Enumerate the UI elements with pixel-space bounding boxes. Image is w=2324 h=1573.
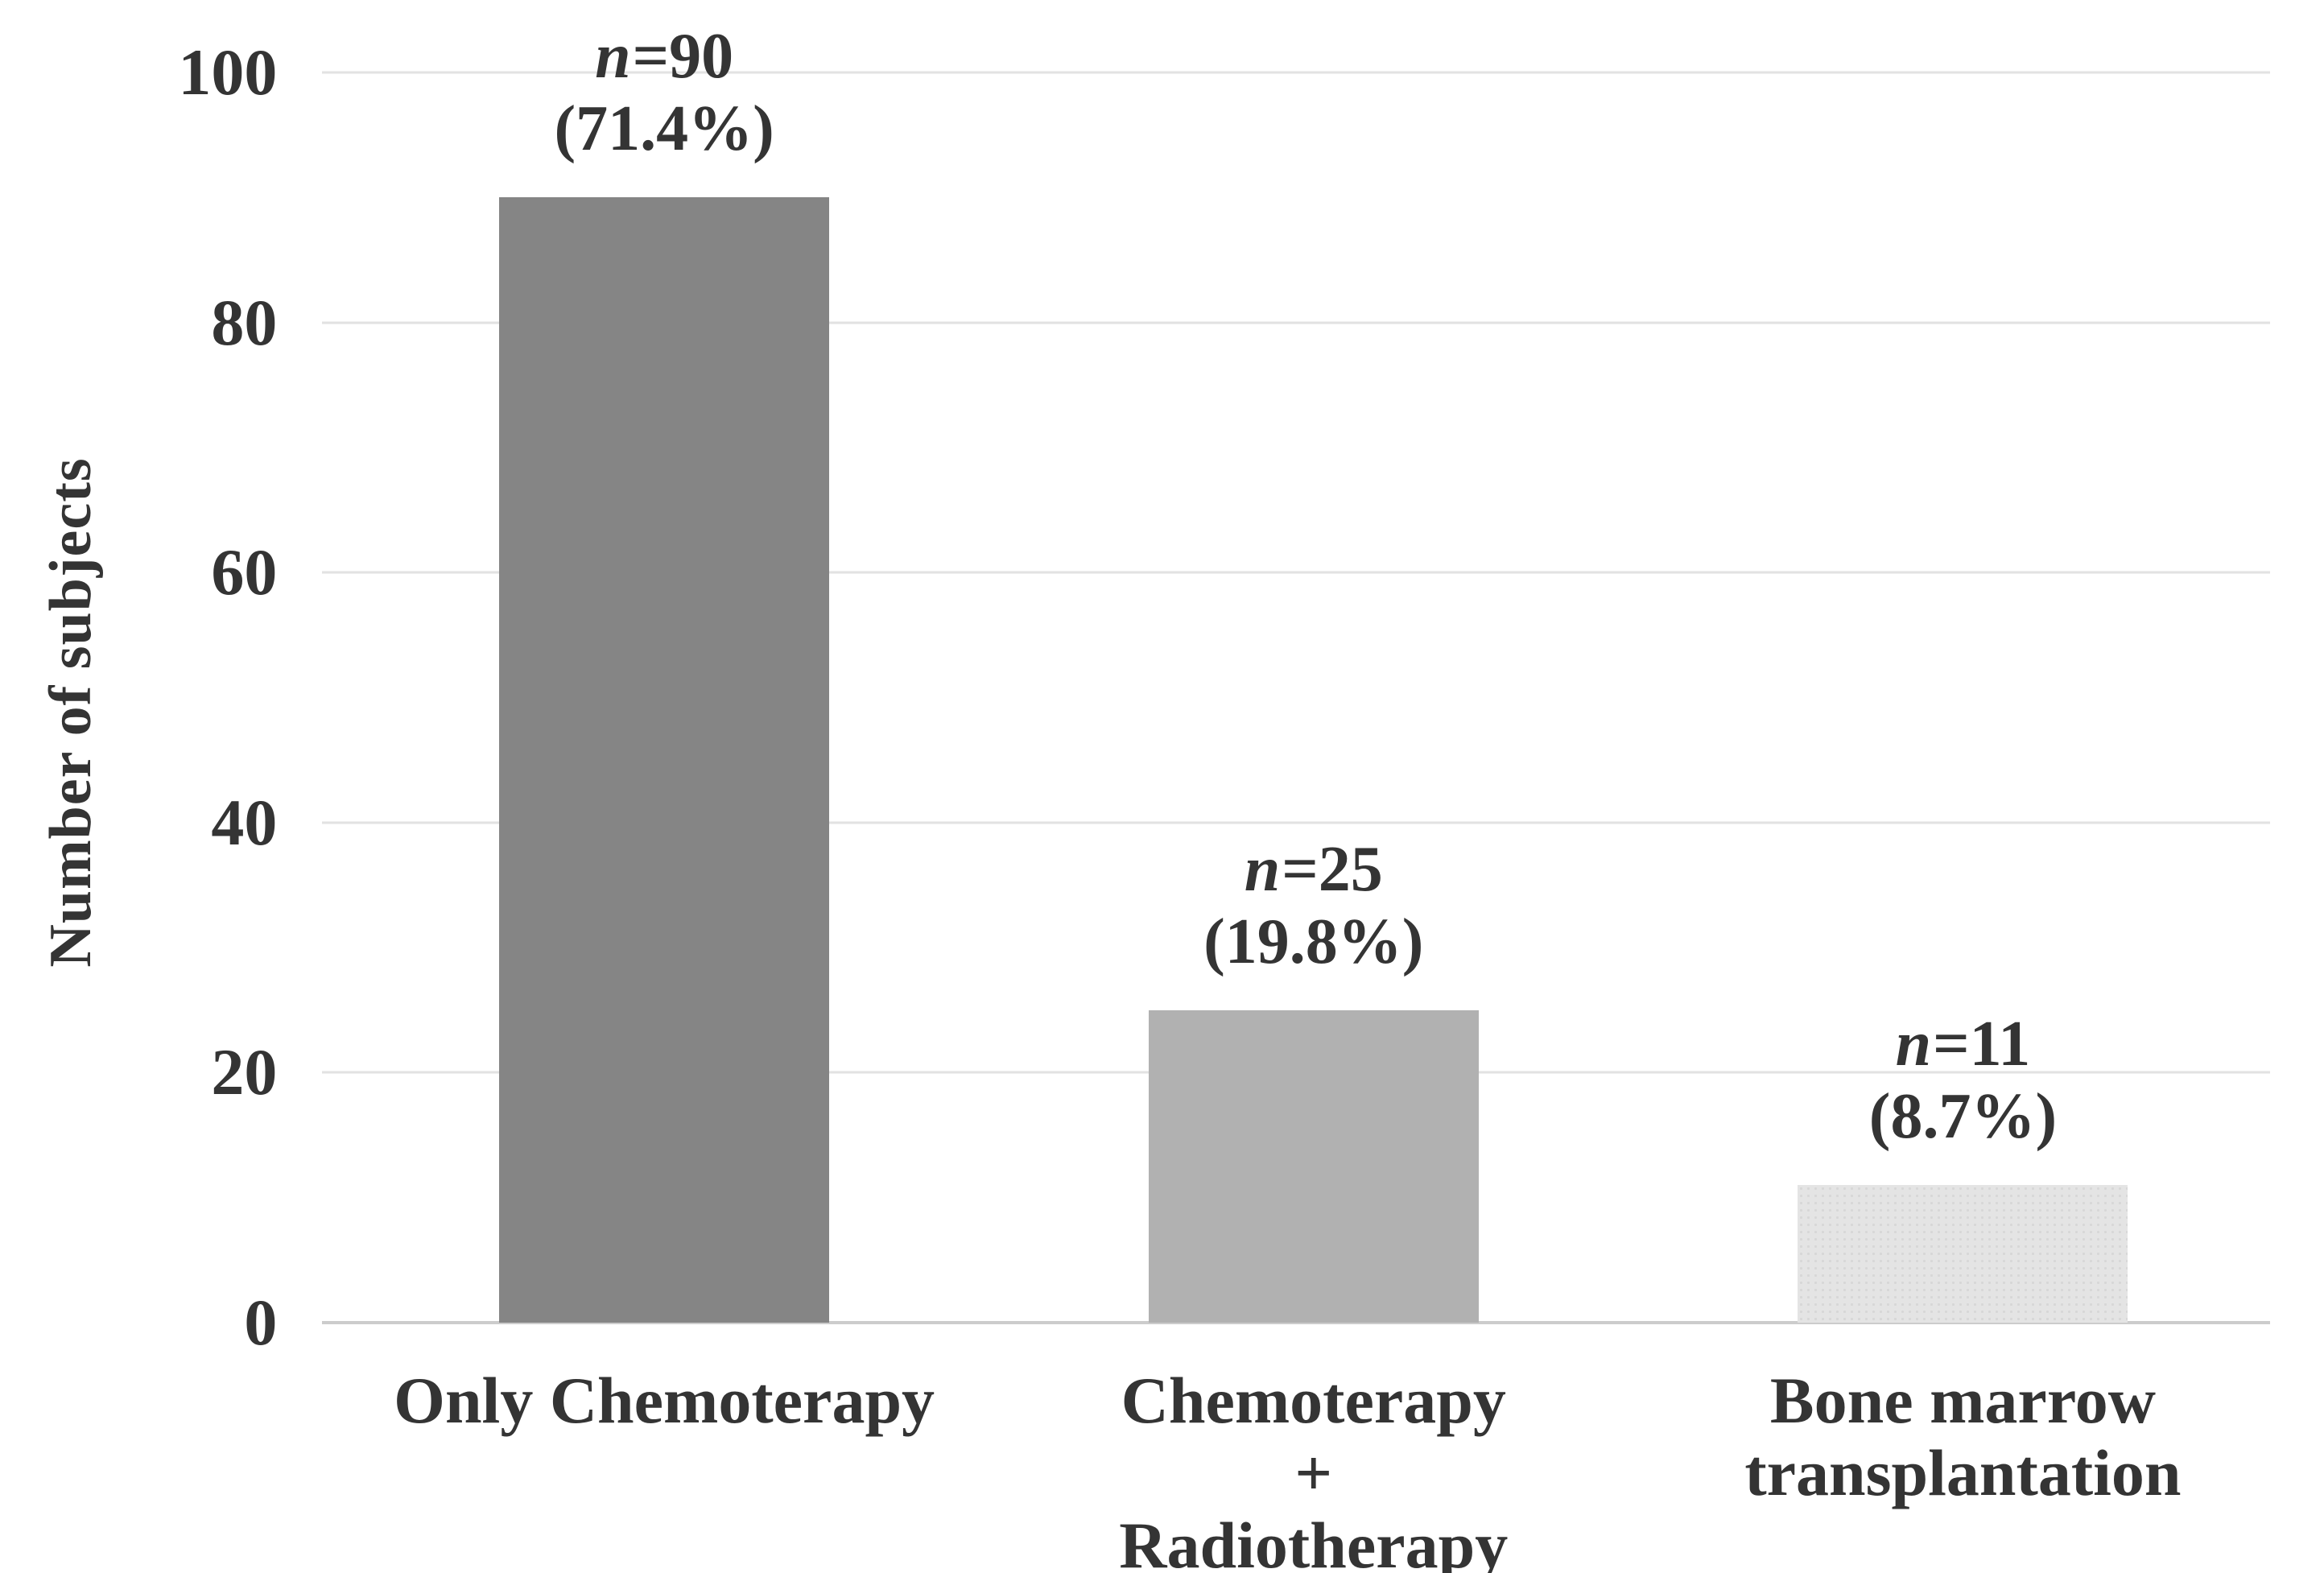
n-count-line: n=90: [595, 21, 734, 93]
percent-line: (71.4%): [554, 93, 774, 165]
gridline: [322, 821, 2270, 824]
n-count-line: n=25: [1244, 833, 1383, 905]
gridline: [322, 71, 2270, 74]
bar-value-label: n=90 (71.4%): [382, 20, 946, 165]
n-italic: n: [595, 21, 631, 93]
y-tick-label: 0: [244, 1286, 278, 1359]
n-italic: n: [1244, 833, 1281, 905]
bar-value-label: n=25 (19.8%): [1032, 833, 1595, 978]
x-category-label-line: +: [1294, 1436, 1333, 1509]
n-count-line: n=11: [1895, 1009, 2031, 1080]
x-category-label-line: Chemoterapy: [1121, 1364, 1506, 1437]
x-axis-line: [322, 1321, 2270, 1324]
gridline: [322, 571, 2270, 574]
x-category-label: Only Chemoterapy: [350, 1365, 978, 1437]
n-italic: n: [1895, 1009, 1932, 1080]
percent-line: (8.7%): [1868, 1081, 2058, 1153]
gridline: [322, 321, 2270, 324]
bar-value-label: n=11 (8.7%): [1681, 1008, 2244, 1153]
x-category-label-line: Radiotherapy: [1119, 1509, 1509, 1573]
bar: [1798, 1185, 2128, 1323]
y-tick-label: 100: [178, 35, 278, 109]
percent-line: (19.8%): [1203, 906, 1424, 977]
bar: [499, 197, 830, 1323]
x-category-label-line: Bone marrow: [1769, 1364, 2156, 1437]
y-tick-label: 80: [211, 285, 278, 359]
y-tick-label: 20: [211, 1035, 278, 1109]
bar: [1148, 1009, 1479, 1323]
x-category-label: Chemoterapy + Radiotherapy: [1000, 1365, 1628, 1573]
x-category-label-line: transplantation: [1744, 1436, 2182, 1509]
x-category-label: Bone marrow transplantation: [1649, 1365, 2277, 1509]
x-category-label-line: Only Chemoterapy: [394, 1364, 935, 1437]
plot-area: 100 80 60 40 20 0 n=90 (71.4%) Only Chemoterapy n…: [178, 21, 2270, 1573]
y-tick-label: 40: [211, 785, 278, 859]
y-tick-label: 60: [211, 535, 278, 609]
